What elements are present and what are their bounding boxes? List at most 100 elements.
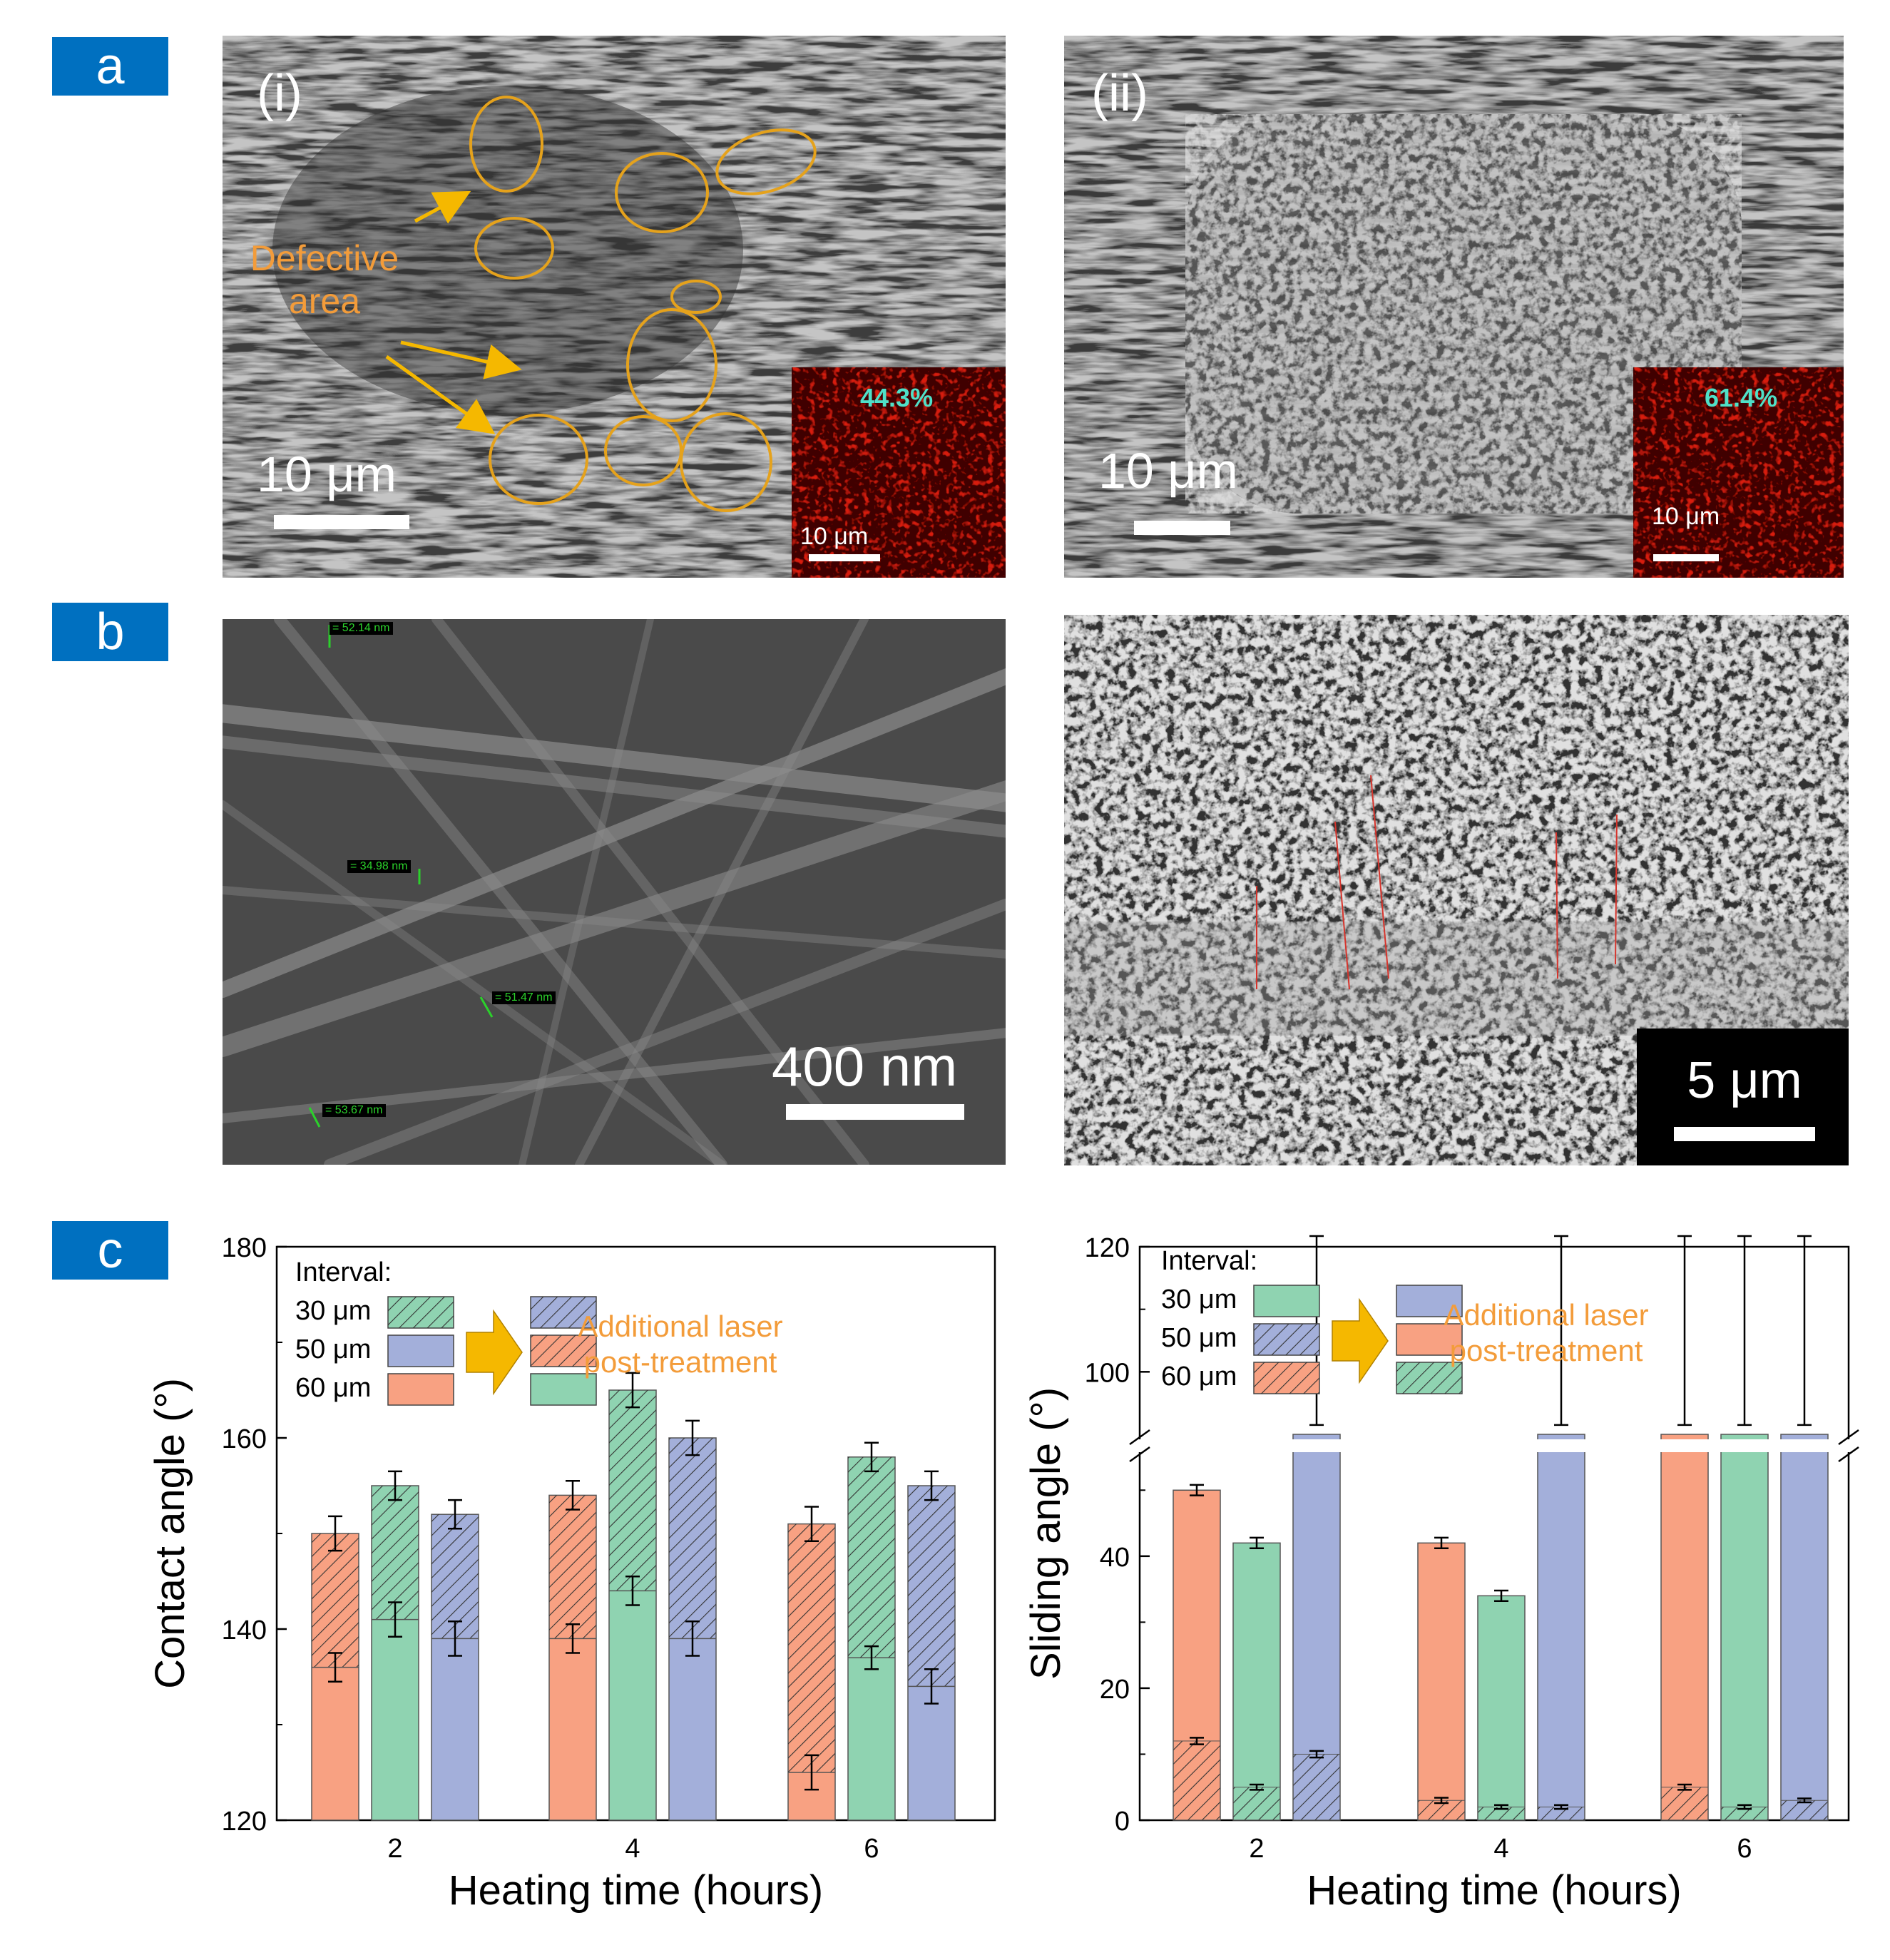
legend-swatch-hatch bbox=[1396, 1362, 1462, 1394]
bar-total bbox=[1537, 1434, 1585, 1821]
legend-swatch-hatch bbox=[1254, 1362, 1319, 1394]
bar-treated-hatch bbox=[1173, 1740, 1221, 1821]
sem-image-b-left: = 52.14 nm = 34.98 nm = 51.47 nm = 53.67… bbox=[223, 619, 1006, 1165]
x-tick-label: 2 bbox=[1249, 1834, 1264, 1864]
legend-swatch bbox=[387, 1334, 454, 1367]
panel-label-c: c bbox=[52, 1221, 168, 1280]
scale-bar bbox=[1674, 1127, 1815, 1141]
scale-bar-label: 10 μm bbox=[257, 446, 397, 502]
scale-bar-label: 400 nm bbox=[772, 1035, 958, 1098]
bar-total bbox=[1477, 1595, 1526, 1821]
bar-treated-hatch bbox=[372, 1486, 419, 1620]
legend-row-label: 30 μm bbox=[295, 1296, 371, 1326]
inset-scale-label: 10 μm bbox=[1652, 503, 1720, 530]
legend-swatch bbox=[1253, 1285, 1320, 1317]
axis-break-mark bbox=[1129, 1446, 1150, 1463]
x-tick-label: 4 bbox=[625, 1834, 640, 1864]
bar-total bbox=[1660, 1434, 1709, 1821]
bar-treated-hatch bbox=[1292, 1753, 1341, 1821]
legend-swatch-hatch bbox=[1254, 1324, 1319, 1355]
legend-title: Interval: bbox=[1161, 1246, 1257, 1276]
bar-treated-hatch bbox=[1780, 1800, 1829, 1821]
legend-note-line-2: post-treatment bbox=[584, 1345, 777, 1379]
bar-treated-hatch bbox=[788, 1523, 835, 1772]
bar-treated-hatch bbox=[908, 1486, 955, 1687]
y-tick-label: 160 bbox=[222, 1424, 267, 1454]
y-tick-label: 20 bbox=[1100, 1675, 1130, 1705]
legend-row-label: 50 μm bbox=[295, 1334, 371, 1364]
y-tick-label: 100 bbox=[1085, 1358, 1130, 1388]
bar-total bbox=[1417, 1542, 1466, 1821]
y-axis-label: Contact angle (°) bbox=[147, 1378, 193, 1689]
sem-image-b-right: 5 μm bbox=[1064, 615, 1849, 1165]
bar-treated-hatch bbox=[431, 1514, 479, 1639]
bar-treated-hatch bbox=[1232, 1787, 1281, 1821]
measurement-label: = 53.67 nm bbox=[322, 1104, 386, 1117]
legend-swatch bbox=[1396, 1323, 1463, 1356]
bar-total bbox=[1720, 1434, 1769, 1821]
bar-treated-hatch bbox=[549, 1495, 596, 1639]
coverage-percent: 61.4% bbox=[1705, 383, 1778, 412]
bar-treated-hatch bbox=[609, 1390, 656, 1591]
inset-scale-label: 10 μm bbox=[800, 523, 869, 550]
scale-bar bbox=[1134, 521, 1230, 535]
sem-image-a-ii: (ii) 10 μm 61.4% 10 μm bbox=[1064, 36, 1844, 578]
sem-image-a-i: (i) Defective area 10 μm 44.3% 10 μm bbox=[223, 36, 1006, 578]
coverage-percent: 44.3% bbox=[860, 383, 934, 412]
annotation-line-2: area bbox=[288, 281, 361, 321]
annotation-line-1: Defective bbox=[250, 238, 399, 278]
y-tick-label: 120 bbox=[222, 1807, 267, 1837]
legend-row-label: 30 μm bbox=[1161, 1285, 1237, 1315]
x-tick-label: 6 bbox=[1737, 1834, 1752, 1864]
bar-treated-hatch bbox=[848, 1456, 895, 1658]
legend-row-label: 60 μm bbox=[1161, 1362, 1237, 1392]
bar-treated-hatch bbox=[669, 1438, 716, 1639]
legend-swatch bbox=[530, 1373, 597, 1406]
panel-label-b: b bbox=[52, 603, 168, 661]
legend-row-label: 50 μm bbox=[1161, 1323, 1237, 1353]
defect-circles bbox=[469, 96, 817, 512]
legend-swatch-hatch bbox=[531, 1335, 596, 1367]
legend-title: Interval: bbox=[295, 1257, 392, 1287]
contact-angle-chart: 120 140 160 180 2 4 6 Heating time (hours) Conta… bbox=[147, 1233, 996, 1914]
y-tick-label: 180 bbox=[222, 1233, 267, 1263]
y-axis-label: Sliding angle (°) bbox=[1023, 1387, 1069, 1680]
subpanel-tag: (i) bbox=[257, 65, 302, 122]
legend-note-line-1: Additional laser bbox=[1444, 1298, 1648, 1332]
measurement-label: = 51.47 nm bbox=[492, 991, 556, 1004]
scale-bar-label: 5 μm bbox=[1687, 1052, 1802, 1109]
bar-treated-hatch bbox=[1660, 1787, 1709, 1821]
scale-bar bbox=[786, 1104, 964, 1120]
legend-note-line-2: post-treatment bbox=[1450, 1334, 1643, 1367]
y-tick-label: 40 bbox=[1100, 1543, 1130, 1573]
bar-total bbox=[1780, 1434, 1829, 1821]
legend-note-line-1: Additional laser bbox=[578, 1310, 782, 1343]
legend-swatch bbox=[387, 1373, 454, 1406]
axis-break-mark bbox=[1838, 1429, 1859, 1446]
legend-swatch bbox=[1396, 1285, 1463, 1317]
measurement-label: = 34.98 nm bbox=[347, 860, 411, 873]
axis-break-mark bbox=[1838, 1446, 1859, 1463]
scale-bar bbox=[274, 515, 409, 529]
y-tick-label: 120 bbox=[1085, 1233, 1130, 1263]
axis-break-mark bbox=[1129, 1429, 1150, 1446]
x-tick-label: 2 bbox=[387, 1834, 402, 1864]
defective-area-label: Defective area bbox=[235, 237, 414, 322]
eds-inset: 44.3% 10 μm bbox=[792, 367, 1006, 578]
eds-inset: 61.4% 10 μm bbox=[1633, 367, 1844, 578]
y-tick-label: 140 bbox=[222, 1616, 267, 1645]
legend-arrow-icon bbox=[466, 1309, 523, 1396]
legend-arrow-icon bbox=[1332, 1297, 1389, 1384]
scale-bar-label: 10 μm bbox=[1098, 443, 1238, 499]
x-axis-label: Heating time (hours) bbox=[449, 1867, 823, 1914]
x-axis-label: Heating time (hours) bbox=[1307, 1867, 1681, 1914]
chart-legend: Interval: 30 μm 50 μm 60 μm Additional laser… bbox=[295, 1257, 783, 1406]
chart-legend: Interval: 30 μm 50 μm 60 μm Additional laser… bbox=[1161, 1246, 1649, 1394]
bar-treated-hatch bbox=[312, 1533, 359, 1668]
panel-label-a: a bbox=[52, 37, 168, 96]
legend-row-label: 60 μm bbox=[295, 1373, 371, 1403]
subpanel-tag: (ii) bbox=[1091, 65, 1148, 122]
sliding-angle-chart: 0 20 40 100 120 2 4 6 Heating time (hours) Slidin… bbox=[1023, 1233, 1863, 1914]
x-tick-label: 6 bbox=[864, 1834, 879, 1864]
legend-swatch-hatch bbox=[388, 1297, 454, 1328]
